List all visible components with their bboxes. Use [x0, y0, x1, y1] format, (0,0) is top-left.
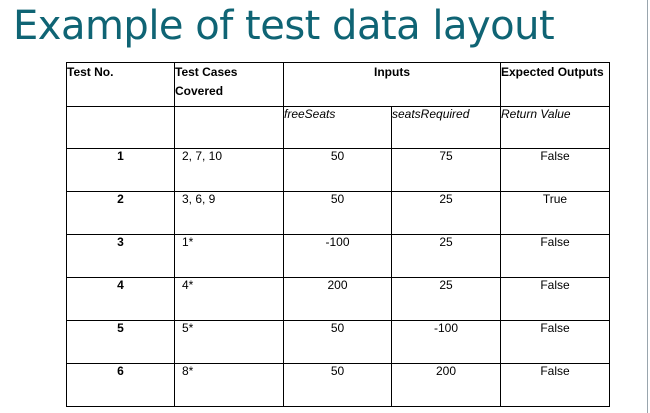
cell-test-no: 6 [66, 363, 175, 407]
cell-test-no: 3 [66, 234, 175, 278]
cell-test-no: 2 [66, 191, 175, 235]
cell-free-seats: 50 [283, 363, 392, 407]
cell-free-seats: 200 [283, 277, 392, 321]
test-data-table: Test No. Test Cases Covered Inputs Expec… [66, 62, 610, 407]
table-header-row: Test No. Test Cases Covered Inputs Expec… [66, 62, 610, 107]
cell-return-value: False [500, 148, 610, 192]
cell-seats-required: 25 [391, 234, 501, 278]
header-expected-outputs: Expected Outputs [500, 62, 610, 107]
header-test-no: Test No. [66, 62, 175, 107]
cell-return-value: False [500, 320, 610, 364]
table-row: 6 8* 50 200 False [66, 363, 610, 407]
cell-test-no: 5 [66, 320, 175, 364]
subheader-seats-required: seatsRequired [391, 106, 501, 149]
cell-seats-required: 200 [391, 363, 501, 407]
subheader-return-value: Return Value [500, 106, 610, 149]
cell-free-seats: 50 [283, 191, 392, 235]
page-title: Example of test data layout [13, 3, 555, 49]
table-row: 1 2, 7, 10 50 75 False [66, 148, 610, 192]
table-row: 4 4* 200 25 False [66, 277, 610, 321]
cell-free-seats: 50 [283, 148, 392, 192]
cell-return-value: False [500, 234, 610, 278]
cell-seats-required: 75 [391, 148, 501, 192]
table-subheader-row: freeSeats seatsRequired Return Value [66, 106, 610, 149]
cell-test-cases: 1* [174, 234, 284, 278]
slide-edge-divider [647, 0, 648, 413]
table-row: 5 5* 50 -100 False [66, 320, 610, 364]
cell-test-cases: 4* [174, 277, 284, 321]
cell-free-seats: -100 [283, 234, 392, 278]
cell-return-value: True [500, 191, 610, 235]
header-inputs: Inputs [283, 62, 501, 107]
cell-test-cases: 8* [174, 363, 284, 407]
subheader-free-seats: freeSeats [283, 106, 392, 149]
cell-seats-required: 25 [391, 191, 501, 235]
subheader-empty-cases [174, 106, 284, 149]
cell-test-no: 1 [66, 148, 175, 192]
cell-test-cases: 5* [174, 320, 284, 364]
subheader-empty-test-no [66, 106, 175, 149]
table-row: 2 3, 6, 9 50 25 True [66, 191, 610, 235]
cell-test-no: 4 [66, 277, 175, 321]
cell-return-value: False [500, 363, 610, 407]
cell-test-cases: 2, 7, 10 [174, 148, 284, 192]
cell-free-seats: 50 [283, 320, 392, 364]
cell-test-cases: 3, 6, 9 [174, 191, 284, 235]
header-test-cases: Test Cases Covered [174, 62, 284, 107]
cell-seats-required: -100 [391, 320, 501, 364]
cell-return-value: False [500, 277, 610, 321]
cell-seats-required: 25 [391, 277, 501, 321]
table-row: 3 1* -100 25 False [66, 234, 610, 278]
